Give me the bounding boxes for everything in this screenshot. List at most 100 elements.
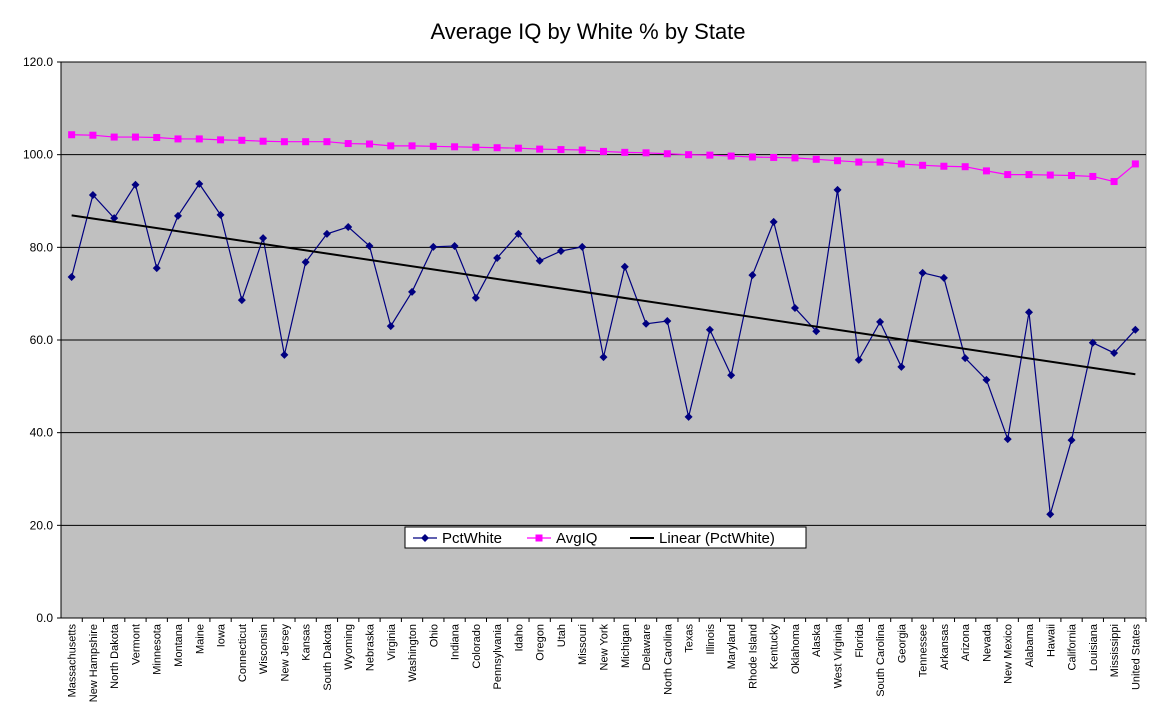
y-tick-label: 0.0 [36,611,53,625]
data-point [940,162,948,170]
x-tick-label: Nevada [981,623,993,662]
x-tick-label: Arizona [960,623,972,661]
data-point [152,264,161,273]
data-point [535,256,544,265]
x-tick-label: New Hampshire [88,624,100,702]
x-tick-label: North Carolina [662,623,674,695]
data-point [791,154,799,162]
x-tick-label: North Dakota [109,623,121,689]
data-point [110,133,118,141]
x-tick-label: Illinois [705,624,717,655]
x-tick-label: Alaska [811,623,823,657]
data-point [918,268,927,277]
data-point [790,304,799,313]
data-point [897,362,906,371]
data-point [982,375,991,384]
data-point [939,273,948,282]
data-point [280,350,289,359]
x-tick-label: Florida [854,623,866,658]
data-point [195,135,203,143]
x-tick-label: Arkansas [939,624,951,670]
data-point [344,140,352,148]
data-point [536,145,544,153]
data-point [216,210,225,219]
x-tick-label: Rhode Island [747,624,759,689]
x-tick-label: Missouri [577,624,589,665]
x-tick-label: Texas [684,624,696,653]
x-tick-label: South Carolina [875,623,887,697]
x-tick-label: Montana [173,623,185,667]
data-point [88,190,97,199]
data-point [408,142,416,150]
x-tick-label: Wyoming [343,624,355,670]
x-tick-label: Utah [556,624,568,647]
data-point [705,325,714,334]
data-point [514,229,523,238]
x-tick-label: Washington [407,624,419,682]
x-tick-label: Alabama [1024,623,1036,667]
data-point [89,131,97,139]
x-tick-label: New Mexico [1003,624,1015,684]
data-point [387,142,395,150]
data-point [471,293,480,302]
data-point [1003,435,1012,444]
data-point [217,136,225,144]
x-tick-label: South Dakota [322,623,334,691]
data-point [1068,172,1076,180]
x-tick-label: Idaho [513,624,525,652]
data-point [1004,171,1012,179]
data-point [600,147,607,155]
data-point [1067,436,1076,445]
data-point [834,157,842,165]
data-point [323,138,331,146]
x-tick-label: Kentucky [769,624,781,670]
data-point [855,158,863,166]
data-point [982,167,990,175]
x-tick-label: Delaware [641,624,653,670]
data-point [897,160,905,168]
data-point [131,133,139,141]
data-point [642,149,650,157]
data-point [472,143,480,151]
data-point [259,234,268,243]
x-tick-label: Hawaii [1045,624,1057,657]
data-point [195,179,204,188]
x-tick-label: Maine [194,624,206,654]
x-tick-label: United States [1130,624,1142,691]
legend-label: PctWhite [442,530,502,547]
data-point [344,222,353,231]
data-point [429,142,437,150]
y-tick-label: 40.0 [30,426,54,440]
y-tick-label: 20.0 [30,518,54,532]
data-point [1110,348,1119,357]
data-point [386,322,395,331]
data-point [1024,308,1033,317]
chart-title: Average IQ by White % by State [430,19,745,44]
data-point [557,146,565,154]
data-point [684,412,693,421]
data-point [961,163,969,171]
data-point [919,161,927,169]
trendline [71,214,1136,376]
data-point [961,354,970,363]
data-point [493,253,502,262]
legend-marker [535,534,543,542]
x-tick-label: Kansas [301,624,313,661]
data-point [1131,325,1140,334]
x-tick-label: Oklahoma [790,623,802,674]
data-point [748,271,757,280]
x-tick-label: Michigan [620,624,632,668]
x-tick-label: Pennsylvania [492,623,504,689]
x-tick-label: Oregon [535,624,547,661]
x-tick-label: Ohio [428,624,440,647]
data-point [450,241,459,250]
data-point [1131,160,1139,168]
data-point [770,153,778,161]
data-point [620,262,629,271]
x-tick-label: Maryland [726,624,738,669]
data-point [578,242,587,251]
y-tick-label: 60.0 [30,333,54,347]
data-point [663,317,672,326]
x-tick-label: Mississippi [1109,624,1121,677]
